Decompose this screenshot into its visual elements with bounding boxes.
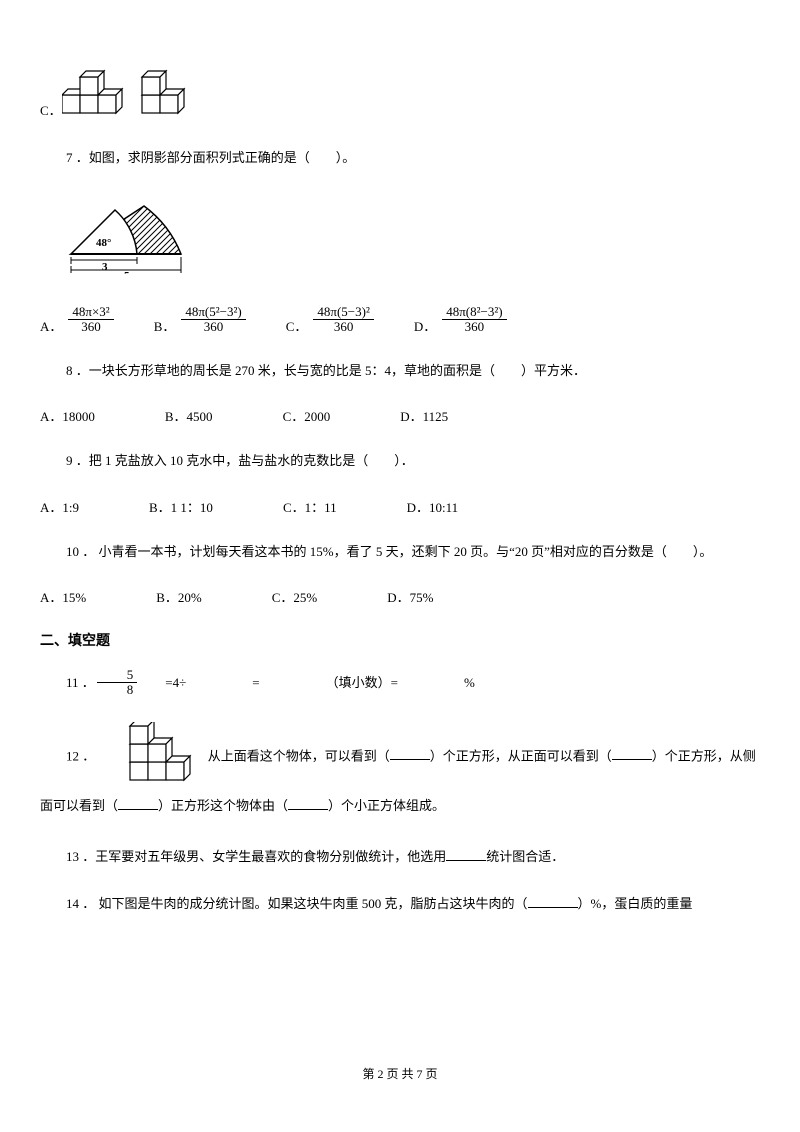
option-label-c: C． — [40, 99, 62, 122]
section-2-title: 二、填空题 — [40, 630, 760, 650]
cube-figure-c — [62, 60, 212, 122]
blank — [612, 745, 652, 760]
num: 5 — [97, 668, 138, 683]
den: 360 — [181, 320, 245, 334]
q13: 13 ．王军要对五年级男、女学生最喜欢的食物分别做统计，他选用 统计图合适． — [40, 845, 760, 868]
num: 48π×3² — [68, 305, 113, 320]
q7-options: A． 48π×3² 360 B． 48π(5²−3²) 360 C． 48π(5… — [40, 305, 760, 335]
den: 360 — [313, 320, 373, 334]
q9-d: D．10:11 — [407, 497, 459, 516]
q10-c: C．25% — [272, 587, 318, 606]
num: 48π(5−3)² — [313, 305, 373, 320]
q14-t1: 14 ． 如下图是牛肉的成分统计图。如果这块牛肉重 500 克，脂肪占这块牛肉的… — [66, 896, 528, 911]
q7-option-b: B． 48π(5²−3²) 360 — [154, 305, 246, 335]
q8-d: D．1125 — [400, 406, 448, 425]
blank — [398, 676, 438, 690]
page-content: C． — [0, 0, 800, 916]
q6-option-c: C． — [40, 60, 760, 122]
q8-options: A．18000 B．4500 C．2000 D．1125 — [40, 406, 760, 425]
q9-c: C．1：11 — [283, 497, 337, 516]
q8-text: 8 ．一块长方形草地的周长是 270 米，长与宽的比是 5：4，草地的面积是（ … — [40, 359, 760, 382]
q7-option-c: C． 48π(5−3)² 360 — [286, 305, 374, 335]
q8-c: C．2000 — [283, 406, 331, 425]
q10-text: 10 ． 小青看一本书，计划每天看这本书的 15%，看了 5 天，还剩下 20 … — [40, 540, 760, 563]
q11: 11 ． 5 8 =4÷ = （填小数）= % — [40, 668, 760, 698]
q7-option-d: D． 48π(8²−3²) 360 — [414, 305, 507, 335]
q12-t2: ）个正方形，从正面可以看到（ — [430, 748, 612, 763]
q12-prefix: 12 ． — [66, 748, 95, 763]
q11-suffix: % — [438, 671, 475, 694]
blank — [186, 676, 226, 690]
q11-dec: （填小数）= — [300, 671, 398, 694]
page-footer: 第 2 页 共 7 页 — [0, 1065, 800, 1082]
q13-t1: 13 ．王军要对五年级男、女学生最喜欢的食物分别做统计，他选用 — [66, 849, 446, 864]
q9-a: A．1:9 — [40, 497, 79, 516]
blank — [390, 745, 430, 760]
r2-label: 5 — [124, 270, 130, 274]
den: 8 — [97, 683, 138, 697]
q11-mid1: =4÷ — [139, 671, 186, 694]
q11-prefix: 11 ． — [40, 671, 95, 694]
frac-d: 48π(8²−3²) 360 — [442, 305, 506, 335]
blank — [446, 846, 486, 861]
r1-label: 3 — [102, 261, 108, 273]
frac-a: 48π×3² 360 — [68, 305, 113, 335]
q9-text: 9 ．把 1 克盐放入 10 克水中，盐与盐水的克数比是（ ）． — [40, 449, 760, 472]
q8-b: B．4500 — [165, 406, 213, 425]
q7-option-a: A． 48π×3² 360 — [40, 305, 114, 335]
q7-text: 7 ．如图，求阴影部分面积列式正确的是（ ）。 — [40, 146, 760, 169]
q12-t4: ）正方形这个物体由（ — [158, 798, 288, 813]
q10-options: A．15% B．20% C．25% D．75% — [40, 587, 760, 606]
q8-a: A．18000 — [40, 406, 95, 425]
blank — [288, 795, 328, 810]
opt-label: D． — [414, 316, 436, 335]
q7-figure: 48° 3 5 — [66, 194, 760, 281]
blank — [118, 795, 158, 810]
angle-label: 48° — [96, 237, 111, 249]
num: 48π(8²−3²) — [442, 305, 506, 320]
blank — [260, 676, 300, 690]
q10-a: A．15% — [40, 587, 86, 606]
opt-label: C． — [286, 316, 308, 335]
q12-cube-figure — [99, 722, 205, 793]
q10-b: B．20% — [156, 587, 202, 606]
q12-t1: 从上面看这个物体，可以看到（ — [208, 748, 390, 763]
q12: 12 ． — [40, 722, 760, 821]
opt-label: B． — [154, 316, 176, 335]
frac-c: 48π(5−3)² 360 — [313, 305, 373, 335]
q14: 14 ． 如下图是牛肉的成分统计图。如果这块牛肉重 500 克，脂肪占这块牛肉的… — [40, 892, 760, 915]
num: 48π(5²−3²) — [181, 305, 245, 320]
q14-t2: ）%，蛋白质的重量 — [578, 896, 693, 911]
den: 360 — [442, 320, 506, 334]
q10-d: D．75% — [387, 587, 433, 606]
q9-b: B．1 1：10 — [149, 497, 213, 516]
opt-label: A． — [40, 316, 62, 335]
q13-t2: 统计图合适． — [486, 849, 564, 864]
q11-frac: 5 8 — [97, 668, 138, 698]
q11-mid2: = — [226, 671, 259, 694]
den: 360 — [68, 320, 113, 334]
q9-options: A．1:9 B．1 1：10 C．1：11 D．10:11 — [40, 497, 760, 516]
blank — [528, 893, 578, 908]
frac-b: 48π(5²−3²) 360 — [181, 305, 245, 335]
q12-t5: ）个小正方体组成。 — [328, 798, 445, 813]
